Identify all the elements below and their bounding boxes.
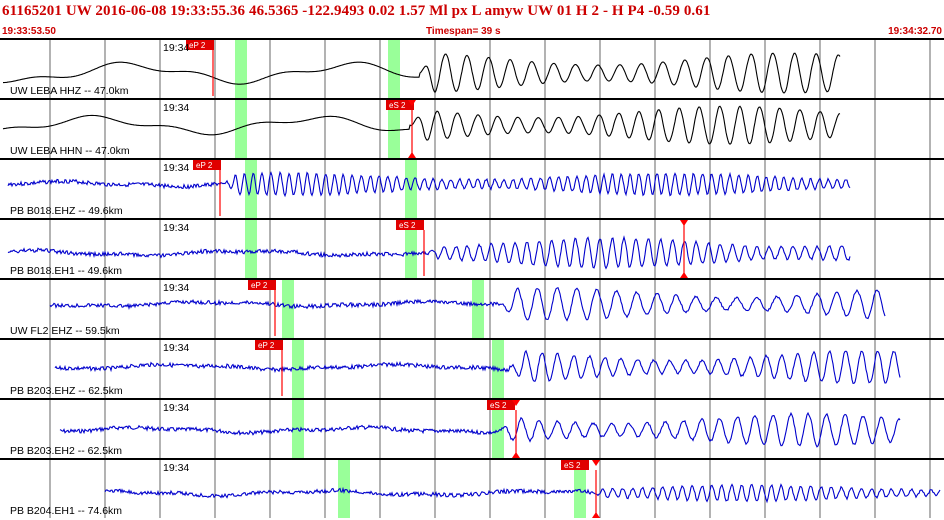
- waveform-trace: [104, 483, 941, 504]
- pick-triangle-down-icon: [408, 100, 416, 106]
- waveform-canvas[interactable]: eP 2: [0, 340, 944, 398]
- phase-pick-flag[interactable]: eS 2: [487, 400, 515, 410]
- channel-label: PB B203.EHZ -- 62.5km: [10, 385, 123, 397]
- phase-pick-label: eP 2: [196, 161, 213, 170]
- analysis-window-highlight[interactable]: [282, 280, 294, 338]
- event-header: 61165201 UW 2016-06-08 19:33:55.36 46.53…: [0, 0, 944, 40]
- waveform-canvas[interactable]: eS 2: [0, 220, 944, 278]
- seismogram-panel[interactable]: eS 2 19:34 PB B204.EH1 -- 74.6km: [0, 458, 944, 518]
- waveform-trace: [3, 52, 841, 94]
- analysis-window-highlight[interactable]: [388, 40, 400, 98]
- seismogram-panel[interactable]: eP 2 19:34 PB B018.EHZ -- 49.6km: [0, 158, 944, 218]
- seismogram-panel[interactable]: eS 2 19:34 UW LEBA HHN -- 47.0km: [0, 98, 944, 158]
- panel-time-tick: 19:34: [163, 102, 190, 114]
- analysis-window-highlight[interactable]: [492, 400, 504, 458]
- pick-triangle-down-icon: [592, 460, 600, 466]
- phase-pick-label: eS 2: [490, 401, 507, 410]
- timespan-readout: Timespan= 39 s: [426, 26, 501, 37]
- window-end-time: 19:34:32.70: [888, 26, 942, 37]
- panel-time-tick: 19:34: [163, 462, 190, 474]
- pick-triangle-up-icon: [408, 152, 416, 158]
- channel-label: PB B204.EH1 -- 74.6km: [10, 505, 123, 517]
- phase-pick-label: eS 2: [389, 101, 406, 110]
- phase-pick-flag[interactable]: eS 2: [386, 100, 414, 110]
- waveform-trace: [7, 235, 851, 270]
- phase-pick-flag[interactable]: eP 2: [186, 40, 214, 50]
- phase-pick-flag[interactable]: eP 2: [255, 340, 283, 350]
- phase-pick-label: eS 2: [564, 461, 581, 470]
- pick-triangle-down-icon: [512, 400, 520, 406]
- panel-time-tick: 19:34: [163, 342, 190, 354]
- analysis-window-highlight[interactable]: [388, 100, 400, 158]
- phase-pick-flag[interactable]: eS 2: [396, 220, 424, 230]
- waveform-canvas[interactable]: eP 2: [0, 40, 944, 98]
- waveform-trace: [2, 105, 841, 145]
- analysis-window-highlight[interactable]: [338, 460, 350, 518]
- panel-time-tick: 19:34: [163, 162, 190, 174]
- window-start-time: 19:33:53.50: [2, 26, 56, 37]
- channel-label: UW LEBA HHZ -- 47.0km: [10, 85, 129, 97]
- analysis-window-highlight[interactable]: [472, 280, 484, 338]
- seismogram-panel[interactable]: eP 2 19:34 UW LEBA HHZ -- 47.0km: [0, 38, 944, 98]
- panel-time-tick: 19:34: [163, 282, 190, 294]
- phase-pick-label: eP 2: [189, 41, 206, 50]
- waveform-canvas[interactable]: eP 2: [0, 160, 944, 218]
- waveform-canvas[interactable]: eP 2: [0, 280, 944, 338]
- panel-time-tick: 19:34: [163, 402, 190, 414]
- pick-triangle-up-icon: [592, 512, 600, 518]
- analysis-window-highlight[interactable]: [292, 340, 304, 398]
- channel-label: UW LEBA HHN -- 47.0km: [10, 145, 130, 157]
- waveform-canvas[interactable]: eS 2: [0, 400, 944, 458]
- waveform-canvas[interactable]: eS 2: [0, 100, 944, 158]
- seismogram-panel[interactable]: eP 2 19:34 PB B203.EHZ -- 62.5km: [0, 338, 944, 398]
- phase-pick-flag[interactable]: eS 2: [561, 460, 589, 470]
- analysis-window-highlight[interactable]: [405, 220, 417, 278]
- waveform-canvas[interactable]: eS 2: [0, 460, 944, 518]
- channel-label: PB B018.EHZ -- 49.6km: [10, 205, 123, 217]
- analysis-window-highlight[interactable]: [235, 100, 247, 158]
- channel-label: UW FL2 EHZ -- 59.5km: [10, 325, 120, 337]
- seismogram-panels: eP 2 19:34 UW LEBA HHZ -- 47.0km eS 2 19:34 U…: [0, 38, 944, 520]
- phase-pick-flag[interactable]: eP 2: [193, 160, 221, 170]
- panel-time-tick: 19:34: [163, 42, 190, 54]
- analysis-window-highlight[interactable]: [245, 160, 257, 218]
- analysis-window-highlight[interactable]: [492, 340, 504, 398]
- phase-pick-label: eS 2: [399, 221, 416, 230]
- pick-triangle-down-icon: [680, 220, 688, 226]
- pick-triangle-up-icon: [680, 272, 688, 278]
- seismogram-panel[interactable]: eP 2 19:34 UW FL2 EHZ -- 59.5km: [0, 278, 944, 338]
- seismogram-panel[interactable]: eS 2 19:34 PB B203.EH2 -- 62.5km: [0, 398, 944, 458]
- panel-time-tick: 19:34: [163, 222, 190, 234]
- channel-label: PB B203.EH2 -- 62.5km: [10, 445, 123, 457]
- phase-pick-label: eP 2: [258, 341, 275, 350]
- channel-label: PB B018.EH1 -- 49.6km: [10, 265, 123, 277]
- waveform-trace: [59, 411, 901, 448]
- analysis-window-highlight[interactable]: [245, 220, 257, 278]
- waveform-trace: [54, 349, 901, 384]
- analysis-window-highlight[interactable]: [235, 40, 247, 98]
- waveform-trace: [7, 170, 851, 198]
- waveform-trace: [49, 286, 886, 322]
- seismogram-panel[interactable]: eS 2 19:34 PB B018.EH1 -- 49.6km: [0, 218, 944, 278]
- pick-triangle-up-icon: [512, 452, 520, 458]
- phase-pick-flag[interactable]: eP 2: [248, 280, 276, 290]
- event-summary-title: 61165201 UW 2016-06-08 19:33:55.36 46.53…: [2, 3, 711, 19]
- phase-pick-label: eP 2: [251, 281, 268, 290]
